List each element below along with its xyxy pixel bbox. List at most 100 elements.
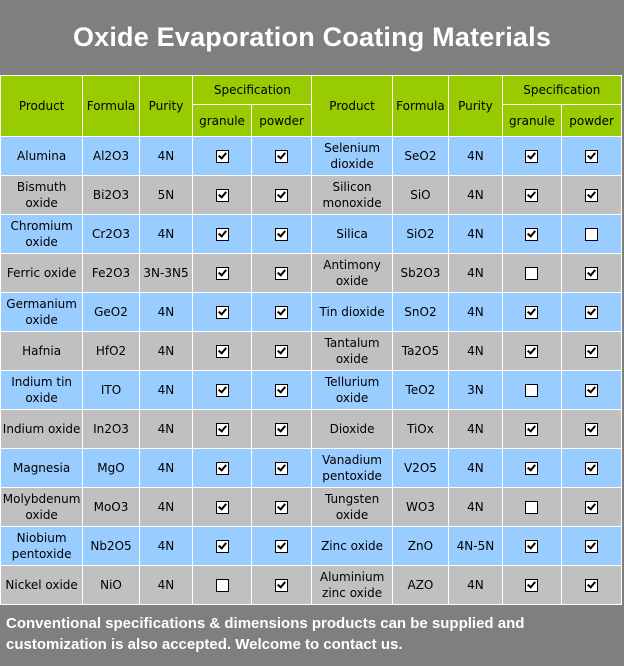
granule-checkbox[interactable] [525,306,539,319]
formula-cell: SnO2 [391,292,450,332]
header-formula: Formula [82,75,140,137]
granule-cell [192,565,252,605]
powder-checkbox[interactable] [275,345,289,358]
product-cell: Vanadium pentoxide [311,448,393,488]
powder-checkbox[interactable] [585,540,599,553]
powder-checkbox[interactable] [275,384,289,397]
powder-cell [561,448,622,488]
powder-checkbox[interactable] [585,150,599,163]
product-cell: Hafnia [0,331,84,371]
granule-checkbox[interactable] [215,423,229,436]
product-cell: Antimony oxide [311,253,393,293]
powder-checkbox[interactable] [275,306,289,319]
granule-checkbox[interactable] [525,423,539,436]
granule-checkbox[interactable] [215,579,229,592]
granule-checkbox[interactable] [215,462,229,475]
granule-checkbox[interactable] [525,540,539,553]
powder-checkbox[interactable] [585,189,599,202]
table-row: Germanium oxide GeO2 4N Tin dioxide SnO2 4N [0,292,622,332]
table-row: Bismuth oxide Bi2O3 5N Silicon monoxide SiO 4… [0,175,622,215]
powder-checkbox[interactable] [275,189,289,202]
powder-checkbox[interactable] [585,345,599,358]
product-cell: Zinc oxide [311,526,393,566]
product-cell: Silica [311,214,393,254]
powder-cell [561,487,622,527]
granule-cell [501,370,563,410]
powder-checkbox[interactable] [275,579,289,592]
product-cell: Aluminium zinc oxide [311,565,393,605]
table-row: Niobium pentoxide Nb2O5 4N Zinc oxide ZnO 4N-… [0,526,622,566]
powder-cell [250,253,313,293]
granule-cell [192,253,252,293]
granule-checkbox[interactable] [525,345,539,358]
granule-checkbox[interactable] [215,228,229,241]
granule-checkbox[interactable] [525,384,539,397]
powder-checkbox[interactable] [275,150,289,163]
granule-cell [501,136,563,176]
purity-cell: 4N [448,214,503,254]
formula-cell: TeO2 [391,370,450,410]
granule-checkbox[interactable] [215,501,229,514]
materials-table: Product Formula Purity Specification Pro… [0,75,623,605]
granule-checkbox[interactable] [215,150,229,163]
powder-checkbox[interactable] [585,306,599,319]
powder-cell [250,136,313,176]
granule-cell [192,214,252,254]
header-granule: granule [501,104,563,137]
granule-checkbox[interactable] [525,462,539,475]
granule-checkbox[interactable] [525,189,539,202]
powder-checkbox[interactable] [585,267,599,280]
powder-cell [250,448,313,488]
product-cell: Molybdenum oxide [0,487,84,527]
powder-checkbox[interactable] [275,462,289,475]
formula-cell: Al2O3 [82,136,140,176]
powder-checkbox[interactable] [585,579,599,592]
powder-checkbox[interactable] [585,501,599,514]
granule-checkbox[interactable] [215,267,229,280]
granule-cell [501,448,563,488]
header-granule: granule [192,104,252,137]
powder-checkbox[interactable] [275,228,289,241]
granule-checkbox[interactable] [525,579,539,592]
powder-cell [561,214,622,254]
granule-checkbox[interactable] [215,540,229,553]
granule-checkbox[interactable] [525,267,539,280]
purity-cell: 5N [138,175,194,215]
powder-checkbox[interactable] [275,501,289,514]
granule-cell [501,214,563,254]
formula-cell: Ta2O5 [391,331,450,371]
powder-checkbox[interactable] [585,228,599,241]
granule-cell [501,253,563,293]
granule-cell [192,175,252,215]
formula-cell: AZO [391,565,450,605]
granule-checkbox[interactable] [525,501,539,514]
granule-checkbox[interactable] [215,189,229,202]
product-cell: Tantalum oxide [311,331,393,371]
powder-checkbox[interactable] [585,462,599,475]
table-body: Alumina Al2O3 4N Selenium dioxide SeO2 4N Bism… [0,136,622,605]
formula-cell: Sb2O3 [391,253,450,293]
product-cell: Alumina [0,136,84,176]
powder-checkbox[interactable] [275,423,289,436]
granule-cell [501,526,563,566]
powder-cell [561,370,622,410]
powder-checkbox[interactable] [275,267,289,280]
granule-cell [192,448,252,488]
powder-checkbox[interactable] [275,540,289,553]
granule-checkbox[interactable] [215,306,229,319]
granule-checkbox[interactable] [525,228,539,241]
granule-checkbox[interactable] [215,345,229,358]
granule-cell [192,136,252,176]
header-powder: powder [250,104,313,137]
product-cell: Silicon monoxide [311,175,393,215]
granule-checkbox[interactable] [215,384,229,397]
table-row: Molybdenum oxide MoO3 4N Tungsten oxide WO3 4… [0,487,622,527]
table-row: Chromium oxide Cr2O3 4N Silica SiO2 4N [0,214,622,254]
powder-checkbox[interactable] [585,423,599,436]
table-row: Nickel oxide NiO 4N Aluminium zinc oxide AZO… [0,565,622,605]
purity-cell: 4N [448,253,503,293]
powder-cell [250,214,313,254]
granule-checkbox[interactable] [525,150,539,163]
footer-note: Conventional specifications & dimensions… [6,615,525,653]
powder-checkbox[interactable] [585,384,599,397]
